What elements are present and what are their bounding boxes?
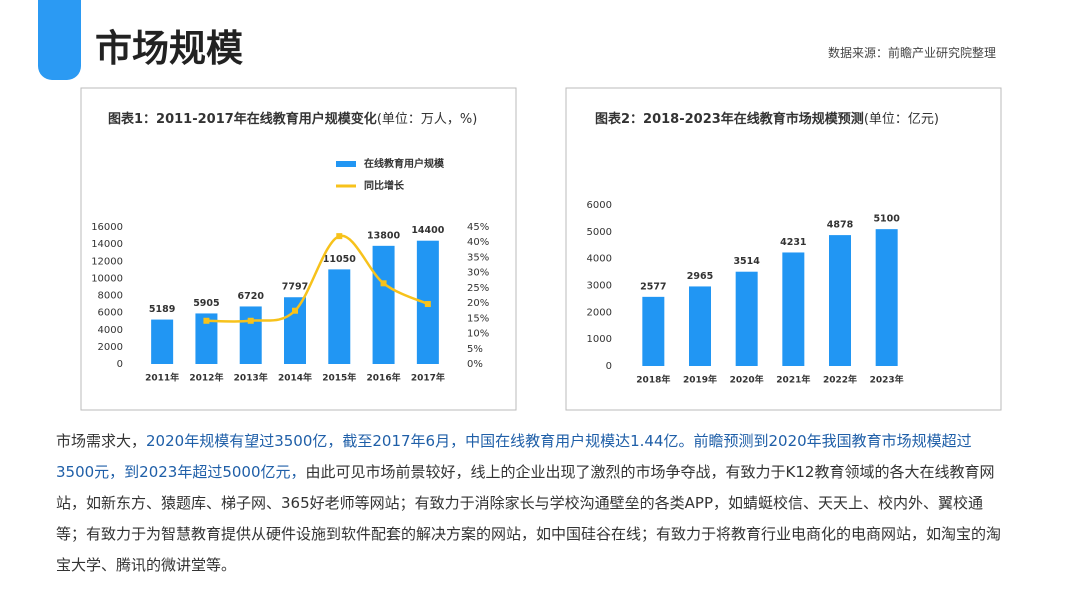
data-label: 13800 [367, 230, 400, 241]
data-label: 7797 [282, 282, 308, 293]
x-tick-label: 2018年 [636, 374, 670, 386]
bar [829, 235, 851, 366]
data-label: 2577 [640, 281, 666, 292]
data-label: 3514 [733, 256, 760, 267]
y-tick-label: 2000 [587, 307, 612, 318]
bar [151, 319, 174, 364]
y2-tick-label: 35% [467, 252, 489, 263]
body-text: 市场需求大，2020年规模有望过3500亿，截至2017年6月，中国在线教育用户… [56, 426, 1006, 581]
y-tick-label: 3000 [587, 281, 612, 292]
legend-label: 在线教育用户规模 [364, 157, 445, 170]
line-marker [424, 301, 431, 308]
line-marker [203, 317, 210, 324]
y-tick-label: 12000 [91, 256, 123, 267]
data-label: 5189 [149, 304, 175, 315]
y-tick-label: 10000 [91, 273, 123, 284]
line-marker [292, 307, 298, 314]
x-tick-label: 2022年 [823, 374, 857, 386]
y-tick-label: 6000 [587, 200, 612, 211]
line-marker [336, 233, 343, 240]
chart-frame [80, 87, 517, 411]
y-tick-label: 5000 [587, 227, 612, 238]
x-tick-label: 2014年 [278, 372, 312, 384]
source-note: 数据来源：前瞻产业研究院整理 [827, 46, 996, 60]
legend-swatch [336, 161, 356, 167]
chart-title-main: 图表2：2018-2023年在线教育市场规模预测 [595, 111, 864, 127]
y2-tick-label: 45% [467, 222, 489, 233]
bar [735, 271, 758, 366]
chart-title: 图表2：2018-2023年在线教育市场规模预测(单位：亿元) [595, 111, 939, 127]
data-label: 2965 [687, 271, 713, 282]
x-tick-label: 2021年 [776, 374, 810, 386]
chart-unit: (单位：万人，%) [377, 112, 478, 127]
bar [689, 286, 711, 366]
data-label: 6720 [237, 291, 264, 302]
line-marker [247, 317, 254, 324]
body-segment: 由此可见市场前景较好，线上的企业出现了激烈的市场争夺战，有致力于K12教育领域的… [56, 463, 1002, 574]
legend-label: 同比增长 [364, 179, 405, 192]
x-tick-label: 2015年 [322, 372, 356, 384]
y-tick-label: 0 [117, 359, 123, 370]
x-tick-label: 2016年 [367, 372, 401, 384]
bar [195, 313, 218, 364]
y2-tick-label: 10% [467, 329, 489, 340]
data-label: 4231 [780, 237, 806, 248]
y-tick-label: 0 [606, 361, 612, 372]
y-tick-label: 14000 [91, 239, 123, 250]
y-tick-label: 8000 [98, 291, 123, 302]
bar [284, 297, 306, 364]
line-marker [380, 280, 387, 287]
y-tick-label: 2000 [98, 342, 123, 353]
data-label: 5100 [873, 214, 900, 225]
highlight-text: 2020年规模有望过3500亿，截至2017年6月，中国在线教育用户规模达1.4… [56, 432, 972, 481]
y2-tick-label: 5% [467, 344, 483, 355]
x-tick-label: 2020年 [730, 374, 764, 386]
bar [642, 296, 665, 366]
x-tick-label: 2013年 [234, 372, 268, 384]
chart-unit: (单位：亿元) [864, 112, 939, 127]
body-segment: 市场需求大， [56, 432, 147, 450]
y2-tick-label: 30% [467, 268, 489, 279]
bar [328, 269, 351, 364]
y2-tick-label: 0% [467, 359, 483, 370]
y-tick-label: 4000 [98, 325, 123, 336]
x-tick-label: 2012年 [189, 372, 223, 384]
y-tick-label: 16000 [91, 222, 123, 233]
data-label: 11050 [323, 254, 356, 265]
bar [372, 245, 395, 364]
x-tick-label: 2017年 [411, 372, 445, 384]
y2-tick-label: 15% [467, 313, 489, 324]
growth-line [206, 234, 429, 323]
bar [875, 229, 898, 366]
y2-tick-label: 20% [467, 298, 489, 309]
data-label: 14400 [411, 225, 444, 236]
bar [782, 252, 805, 366]
chart-title-main: 图表1：2011-2017年在线教育用户规模变化 [108, 111, 377, 127]
y2-tick-label: 40% [467, 237, 489, 248]
slide-title: 市场规模 [95, 27, 243, 70]
x-tick-label: 2011年 [145, 372, 179, 384]
charts: 图表1：2011-2017年在线教育用户规模变化(单位：万人，%) 0 2000 40… [80, 87, 1002, 411]
y-tick-label: 6000 [98, 308, 123, 319]
bar [239, 306, 262, 364]
y2-tick-label: 25% [467, 283, 489, 294]
chart-title: 图表1：2011-2017年在线教育用户规模变化(单位：万人，%) [108, 111, 477, 127]
accent-tab [38, 0, 81, 80]
data-label: 4878 [827, 220, 854, 231]
chart-frame [565, 87, 1002, 411]
y-tick-label: 4000 [587, 254, 612, 265]
x-tick-label: 2023年 [870, 374, 904, 386]
data-label: 5905 [193, 298, 219, 309]
x-tick-label: 2019年 [683, 374, 717, 386]
y-tick-label: 1000 [587, 334, 612, 345]
